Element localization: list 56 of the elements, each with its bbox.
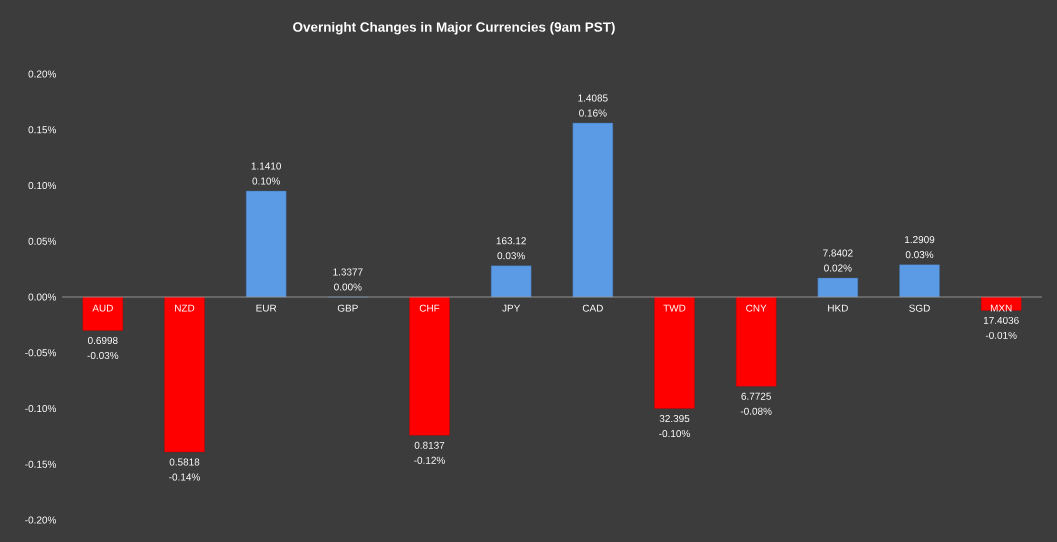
bar (409, 296, 450, 436)
y-tick-label: 0.15% (28, 126, 57, 134)
x-tick-label: JPY (502, 304, 521, 312)
y-tick-label: 0.20% (28, 70, 57, 78)
bar (654, 296, 695, 409)
y-tick-label: 0.05% (28, 237, 57, 245)
data-label: -0.03% (87, 351, 119, 360)
data-label: 0.03% (497, 252, 525, 260)
data-label: -0.12% (414, 456, 445, 464)
y-tick-label: -0.15% (25, 460, 57, 468)
bar (82, 296, 124, 331)
data-label: -0.01% (985, 331, 1017, 339)
x-tick-label: EUR (256, 304, 277, 312)
bar (572, 122, 614, 298)
bar (164, 296, 205, 453)
y-tick-label: -0.20% (25, 516, 57, 524)
x-tick-label: AUD (92, 304, 113, 312)
annotation: 1.1410 (251, 162, 282, 170)
data-label: 0.02% (824, 264, 852, 272)
bar (899, 264, 940, 298)
x-tick-label: GBP (337, 304, 358, 312)
annotation: 32.395 (659, 415, 690, 423)
annotation: 1.4085 (578, 94, 608, 102)
data-label: -0.08% (740, 407, 772, 415)
x-tick-label: CHF (419, 304, 440, 312)
data-label: 0.10% (252, 177, 280, 185)
x-tick-label: MXN (990, 304, 1012, 312)
x-tick-label: CNY (746, 304, 767, 312)
annotation: 1.3377 (333, 268, 363, 276)
data-label: -0.10% (659, 430, 690, 438)
data-label: 0.03% (905, 251, 934, 259)
annotation: 0.6998 (87, 336, 118, 345)
x-tick-label: NZD (175, 304, 195, 312)
annotation: 163.12 (496, 237, 526, 245)
y-tick-label: -0.05% (25, 349, 57, 357)
bar (735, 296, 777, 387)
annotation: 0.8137 (414, 441, 445, 449)
data-label: 0.16% (579, 109, 607, 117)
annotation: 0.5818 (169, 458, 200, 466)
annotation: 7.8402 (823, 249, 853, 257)
x-tick-label: HKD (828, 304, 848, 312)
bar (817, 277, 859, 298)
annotation: 17.4036 (983, 316, 1019, 324)
bar (490, 265, 532, 298)
data-label: 0.00% (334, 283, 362, 291)
y-tick-label: 0.00% (28, 293, 57, 301)
x-tick-label: CAD (582, 304, 603, 312)
bar (245, 190, 287, 298)
x-tick-label: TWD (663, 304, 686, 312)
annotation: 6.7725 (741, 392, 771, 400)
y-tick-label: -0.10% (25, 404, 57, 413)
chart-title: Overnight Changes in Major Currencies (9am PST) (293, 21, 615, 35)
annotation: 1.2909 (905, 236, 935, 244)
data-label: -0.14% (169, 473, 200, 481)
x-tick-label: SGD (909, 304, 930, 312)
y-tick-label: 0.10% (28, 181, 57, 190)
